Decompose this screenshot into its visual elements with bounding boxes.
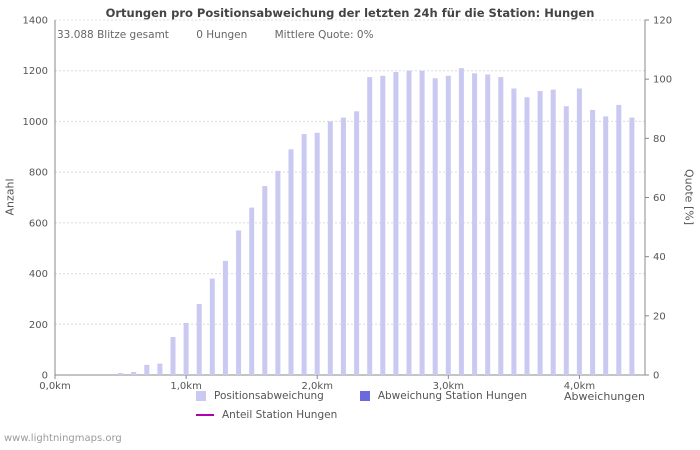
bar — [524, 97, 530, 376]
stat-total-flashes: 33.088 Blitze gesamt — [57, 29, 169, 41]
x-tick-label: 1,0km — [170, 381, 201, 392]
bar — [432, 78, 438, 376]
watermark: www.lightningmaps.org — [4, 433, 122, 444]
legend: Positionsabweichung Abweichung Station H… — [196, 390, 563, 428]
legend-item-anteil-station: Anteil Station Hungen — [196, 409, 337, 421]
bar — [563, 106, 569, 375]
bar — [485, 74, 491, 375]
bar — [275, 170, 281, 375]
y-tick-label-left: 1000 — [23, 117, 48, 128]
x-axis-label: Abweichungen — [563, 390, 645, 403]
legend-swatch-positionsabweichung — [196, 391, 206, 401]
bar — [590, 110, 596, 375]
legend-swatch-abweichung-station — [359, 391, 370, 401]
y-tick-label-right: 40 — [653, 252, 666, 263]
bar — [118, 373, 124, 375]
x-tick-label: 3,0km — [433, 381, 464, 392]
y-tick-label-left: 0 — [42, 371, 48, 382]
bar — [498, 77, 504, 375]
bar — [576, 88, 582, 375]
stat-mean-quote: Mittlere Quote: 0% — [274, 29, 374, 41]
bar — [314, 132, 320, 375]
bar — [170, 337, 176, 375]
bar — [249, 207, 255, 375]
y-tick-label-left: 1400 — [23, 16, 48, 27]
bar — [327, 121, 333, 376]
bar — [550, 89, 556, 375]
legend-row-1: Positionsabweichung Abweichung Station H… — [196, 390, 563, 402]
y-tick-label-left: 800 — [29, 168, 48, 179]
y-tick-label-right: 0 — [653, 371, 659, 382]
stats-line: 33.088 Blitze gesamt 0 Hungen Mittlere Q… — [57, 29, 398, 41]
bar — [301, 134, 307, 375]
bar — [236, 230, 242, 375]
bar — [419, 70, 425, 375]
bar — [367, 77, 373, 375]
y-tick-label-left: 400 — [29, 269, 48, 280]
y-tick-label-left: 1200 — [23, 66, 48, 77]
legend-label-anteil-station: Anteil Station Hungen — [222, 409, 338, 421]
x-tick-label: 4,0km — [564, 381, 595, 392]
bar — [144, 364, 150, 375]
bar — [616, 104, 622, 376]
bar — [209, 278, 215, 375]
bar — [445, 75, 451, 376]
y-tick-label-right: 80 — [653, 134, 666, 145]
bar — [458, 68, 464, 375]
stat-station-count: 0 Hungen — [196, 29, 248, 41]
bar — [222, 260, 228, 375]
bar — [393, 72, 399, 375]
bar — [354, 111, 360, 376]
y-tick-label-right: 60 — [653, 193, 666, 204]
bar — [406, 70, 412, 375]
legend-label-abweichung-station: Abweichung Station Hungen — [377, 390, 528, 402]
legend-item-abweichung-station: Abweichung Station Hungen — [359, 390, 528, 402]
bar — [288, 149, 294, 375]
bar — [262, 186, 268, 375]
y-tick-label-right: 120 — [653, 16, 672, 27]
bar — [603, 116, 609, 376]
bar — [629, 117, 635, 375]
legend-label-positionsabweichung: Positionsabweichung — [214, 390, 324, 402]
y-tick-label-right: 20 — [653, 311, 666, 322]
legend-item-positionsabweichung: Positionsabweichung — [196, 390, 324, 402]
bar — [380, 75, 386, 376]
bar — [472, 73, 478, 376]
bar — [511, 88, 517, 375]
y-tick-label-right: 100 — [653, 75, 672, 86]
x-tick-label: 2,0km — [302, 381, 333, 392]
bar — [183, 323, 189, 375]
bar — [131, 372, 137, 375]
legend-line-anteil-station — [196, 414, 214, 416]
legend-row-2: Anteil Station Hungen — [196, 409, 563, 421]
y-tick-label-left: 200 — [29, 320, 48, 331]
bar — [157, 363, 163, 375]
y-tick-label-left: 600 — [29, 218, 48, 229]
bar — [340, 117, 346, 375]
x-tick-label: 0,0km — [39, 381, 70, 392]
bar — [196, 304, 202, 375]
bar — [537, 91, 543, 375]
chart-title: Ortungen pro Positionsabweichung der let… — [105, 6, 595, 20]
